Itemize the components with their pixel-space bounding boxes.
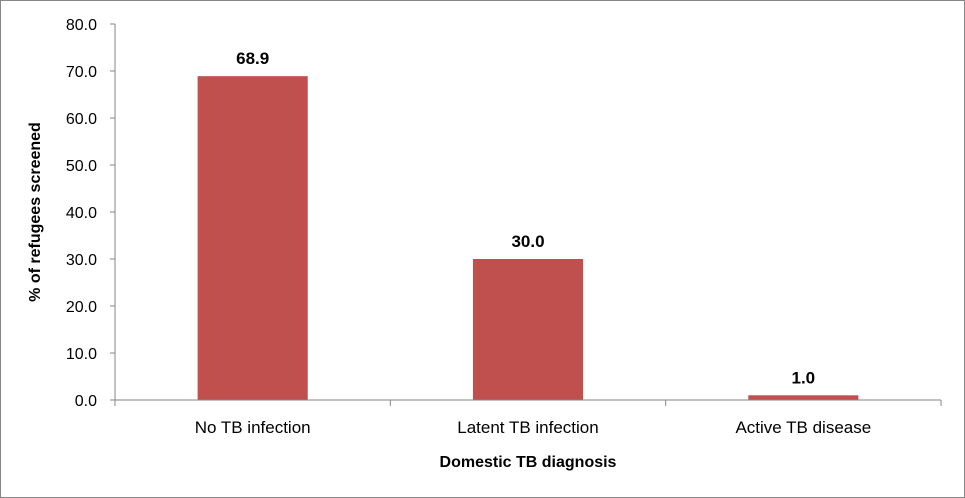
y-tick-label: 10.0 [66, 346, 97, 363]
bar [748, 395, 859, 400]
bar [472, 259, 584, 400]
y-tick-label: 40.0 [66, 205, 97, 222]
data-label: 1.0 [792, 368, 816, 387]
x-axis-title: Domestic TB diagnosis [440, 454, 617, 471]
y-tick-label: 30.0 [66, 252, 97, 269]
bar [197, 76, 308, 401]
data-label: 68.9 [236, 49, 269, 68]
y-tick-label: 0.0 [75, 393, 97, 410]
category-label: Active TB disease [735, 418, 871, 437]
bars [197, 76, 859, 401]
category-label: No TB infection [195, 418, 311, 437]
data-labels: 68.9 30.0 1.0 [236, 49, 815, 387]
category-labels: No TB infection Latent TB infection Active… [114, 400, 942, 437]
y-tick-label: 50.0 [66, 158, 97, 175]
y-tick-label: 70.0 [66, 64, 97, 81]
y-axis-title: % of refugees screened [27, 122, 44, 302]
y-tick-label: 60.0 [66, 111, 97, 128]
category-label: Latent TB infection [457, 418, 598, 437]
data-label: 30.0 [511, 232, 544, 251]
y-tick-label: 20.0 [66, 299, 97, 316]
y-tick-label: 80.0 [66, 17, 97, 34]
y-axis-ticks: 0.0 10.0 20.0 30.0 40.0 50.0 60.0 70.0 80.0 [66, 17, 115, 410]
